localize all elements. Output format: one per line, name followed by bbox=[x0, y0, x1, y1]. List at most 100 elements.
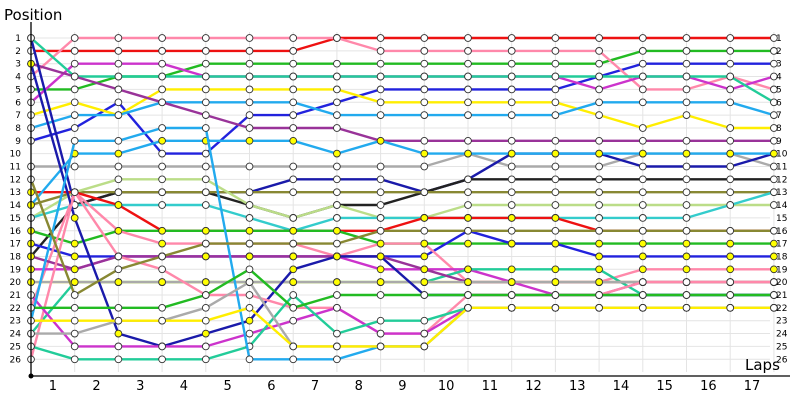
y-tick-label-left: 3 bbox=[15, 60, 21, 70]
y-tick-label-left: 23 bbox=[10, 317, 21, 327]
data-point bbox=[114, 226, 123, 235]
data-point bbox=[682, 111, 691, 119]
x-tick-label: 1 bbox=[49, 379, 57, 394]
data-point bbox=[333, 291, 341, 299]
data-point bbox=[114, 252, 123, 261]
series-19 bbox=[27, 188, 778, 312]
data-point bbox=[464, 175, 472, 184]
data-point bbox=[376, 188, 385, 197]
data-point bbox=[114, 149, 123, 158]
data-point bbox=[289, 188, 298, 197]
data-point bbox=[201, 303, 210, 312]
x-tick-label: 2 bbox=[92, 379, 100, 394]
data-point bbox=[289, 355, 298, 364]
data-point bbox=[333, 355, 341, 364]
data-point bbox=[70, 59, 79, 68]
data-point bbox=[70, 342, 79, 351]
x-tick-label: 8 bbox=[355, 379, 363, 394]
data-point bbox=[551, 201, 560, 209]
data-point bbox=[376, 111, 385, 119]
data-point bbox=[551, 239, 560, 248]
y-tick-label-left: 18 bbox=[10, 252, 22, 262]
data-point bbox=[507, 72, 516, 81]
series-line bbox=[29, 190, 776, 309]
data-point bbox=[420, 162, 429, 171]
y-tick-label-right: 13 bbox=[776, 188, 787, 198]
data-point bbox=[595, 98, 603, 107]
data-point bbox=[726, 278, 735, 286]
y-tick-label-right: 16 bbox=[776, 227, 788, 237]
data-point bbox=[595, 188, 603, 197]
data-point bbox=[420, 98, 429, 107]
data-point bbox=[376, 162, 385, 171]
y-tick-label-left: 8 bbox=[15, 124, 21, 134]
data-point bbox=[333, 278, 341, 286]
data-point bbox=[726, 47, 735, 55]
y-tick-label-left: 26 bbox=[10, 355, 22, 365]
series-line bbox=[29, 36, 776, 104]
data-point bbox=[682, 226, 691, 235]
y-tick-label-right: 17 bbox=[776, 240, 787, 250]
data-point bbox=[333, 162, 341, 171]
data-point bbox=[376, 136, 385, 145]
data-point bbox=[245, 239, 254, 248]
data-point bbox=[551, 47, 560, 55]
data-point bbox=[420, 111, 429, 119]
data-point bbox=[595, 252, 603, 261]
data-point bbox=[770, 124, 778, 132]
data-point bbox=[507, 226, 516, 235]
data-point bbox=[245, 291, 254, 299]
data-point bbox=[114, 59, 123, 68]
data-point bbox=[289, 175, 298, 184]
data-point bbox=[638, 124, 647, 132]
data-point bbox=[682, 175, 691, 184]
data-point bbox=[770, 136, 778, 145]
data-point bbox=[70, 124, 79, 132]
data-point bbox=[114, 111, 123, 119]
data-point bbox=[201, 34, 210, 42]
data-point bbox=[289, 162, 298, 171]
data-point bbox=[770, 291, 778, 299]
data-point bbox=[420, 34, 429, 42]
data-point bbox=[770, 72, 778, 81]
data-point bbox=[245, 252, 254, 261]
data-point bbox=[245, 124, 254, 132]
data-point bbox=[201, 162, 210, 171]
series-4 bbox=[27, 34, 778, 94]
data-point bbox=[70, 47, 79, 55]
data-point bbox=[507, 291, 516, 299]
data-point bbox=[70, 136, 79, 145]
data-point bbox=[201, 239, 210, 248]
data-point bbox=[201, 111, 210, 119]
data-point bbox=[70, 278, 79, 286]
x-tick-label: 14 bbox=[613, 379, 630, 394]
data-point bbox=[507, 47, 516, 55]
data-point bbox=[289, 59, 298, 68]
data-point bbox=[289, 226, 298, 235]
data-point bbox=[420, 329, 429, 338]
series-16 bbox=[27, 188, 778, 235]
data-point bbox=[114, 355, 123, 364]
data-point bbox=[201, 47, 210, 55]
y-tick-label-right: 4 bbox=[776, 73, 782, 83]
data-point bbox=[420, 188, 429, 197]
data-point bbox=[638, 162, 647, 171]
data-point bbox=[507, 201, 516, 209]
data-point bbox=[770, 98, 778, 107]
series-34 bbox=[27, 175, 778, 299]
data-point bbox=[464, 34, 472, 42]
y-tick-label-left: 4 bbox=[15, 73, 21, 83]
data-point bbox=[289, 214, 298, 222]
data-point bbox=[333, 98, 341, 107]
data-point bbox=[70, 111, 79, 119]
y-tick-label-right: 23 bbox=[776, 317, 787, 327]
data-point bbox=[333, 239, 341, 248]
data-point bbox=[376, 291, 385, 299]
y-tick-label-right: 3 bbox=[776, 60, 782, 70]
x-tick-label: 16 bbox=[700, 379, 717, 394]
data-point bbox=[770, 265, 778, 274]
data-point bbox=[376, 72, 385, 81]
data-point bbox=[682, 47, 691, 55]
